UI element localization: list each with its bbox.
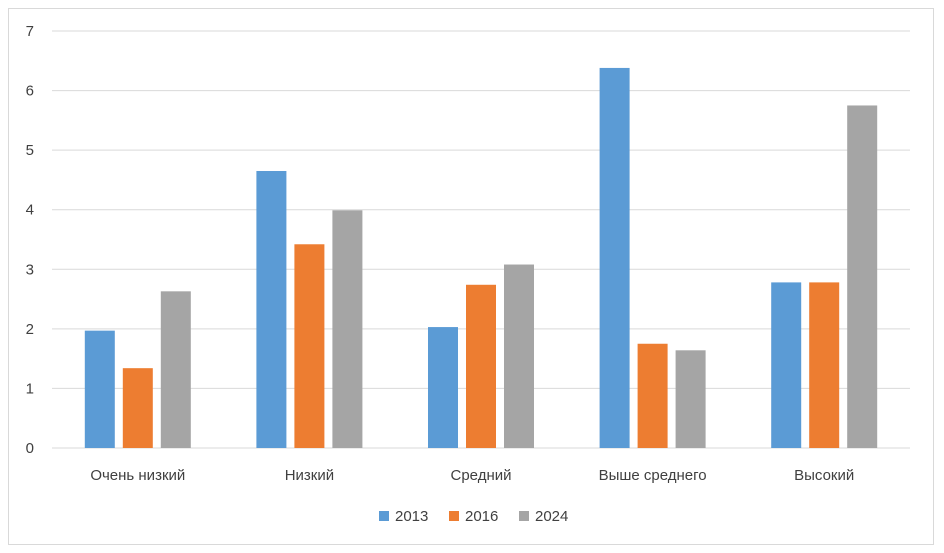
x-axis-categories: Очень низкий Низкий Средний Выше среднего Вы… [90, 467, 854, 484]
legend-label-2016: 2016 [465, 508, 498, 525]
bar-2013-2 [428, 327, 458, 448]
x-category-label: Выше среднего [599, 467, 707, 484]
y-axis-ticks: 0 1 2 3 4 5 6 7 [26, 23, 34, 457]
bar-2013-0 [84, 330, 115, 448]
y-tick-label: 1 [26, 380, 34, 397]
bar-2013-1 [256, 170, 287, 448]
y-tick-label: 0 [26, 440, 34, 457]
bar-2013-3 [599, 67, 630, 448]
legend-swatch-2013 [379, 511, 389, 521]
legend: 2013 2016 2024 [379, 508, 568, 525]
y-tick-label: 5 [26, 142, 34, 159]
bar-2016-3 [637, 343, 668, 448]
chart-frame [8, 8, 934, 545]
x-category-label: Низкий [285, 467, 334, 484]
y-tick-label: 7 [26, 23, 34, 40]
legend-swatch-2016 [449, 511, 459, 521]
bars [84, 67, 878, 448]
bar-2024-4 [847, 105, 878, 448]
gridlines [52, 30, 910, 449]
y-tick-label: 2 [26, 321, 34, 338]
bar-2024-1 [332, 210, 363, 448]
y-tick-label: 3 [26, 261, 34, 278]
bar-2024-2 [504, 264, 534, 448]
legend-label-2013: 2013 [395, 508, 428, 525]
bar-2013-4 [771, 282, 802, 448]
legend-swatch-2024 [519, 511, 529, 521]
x-category-label: Очень низкий [90, 467, 185, 484]
bar-2016-4 [809, 282, 840, 448]
y-tick-label: 4 [26, 202, 34, 219]
x-category-label: Высокий [794, 467, 854, 484]
legend-label-2024: 2024 [535, 508, 568, 525]
bar-2016-0 [122, 368, 153, 448]
bar-2016-2 [466, 284, 496, 448]
bar-2016-1 [294, 244, 325, 448]
bar-2024-0 [160, 291, 191, 448]
y-tick-label: 6 [26, 83, 34, 100]
x-category-label: Средний [451, 467, 512, 484]
bar-2024-3 [675, 350, 706, 448]
